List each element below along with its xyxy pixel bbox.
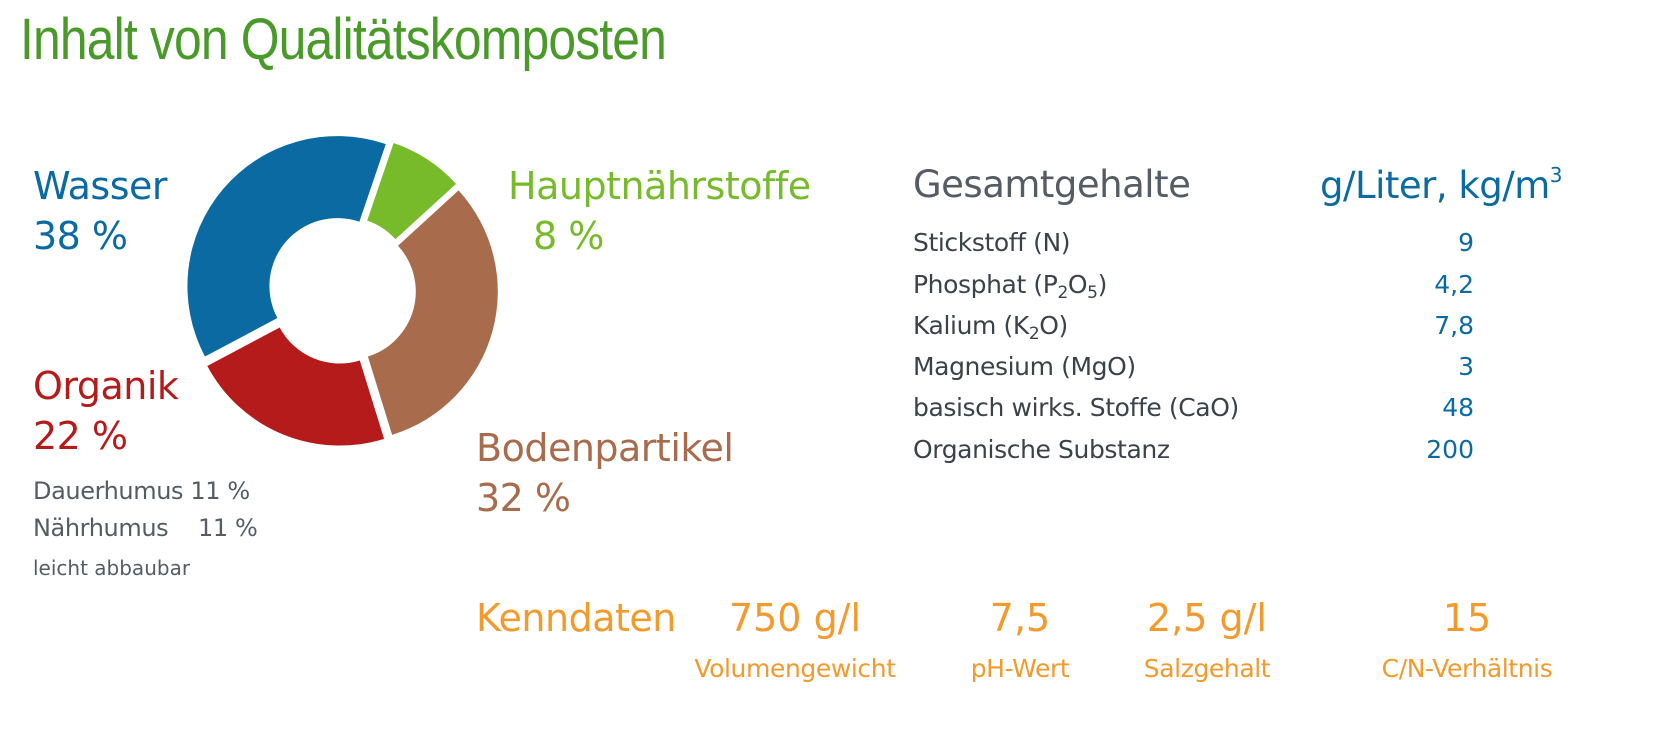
unit-sup: 3 bbox=[1549, 163, 1563, 187]
detail-value: 11 % bbox=[190, 477, 250, 505]
table-row-label: Kalium (K2O) bbox=[913, 311, 1068, 344]
slice-label-hauptnaehrstoffe: Hauptnährstoffe bbox=[508, 164, 811, 208]
kenndaten-value-volumengewicht: 750 g/l bbox=[728, 596, 862, 640]
label-sub: 5 bbox=[1087, 283, 1098, 303]
table-header: Gesamtgehalte bbox=[913, 163, 1191, 206]
kenndaten-label-cn: C/N-Verhältnis bbox=[1381, 654, 1553, 683]
kenndaten-value-ph: 7,5 bbox=[989, 596, 1051, 640]
label-part: O bbox=[1067, 270, 1088, 299]
table-row-label: Phosphat (P2O5) bbox=[913, 270, 1107, 303]
slice-label-wasser: Wasser bbox=[33, 164, 168, 208]
label-part: Phosphat (P bbox=[913, 270, 1058, 299]
organik-detail-naehrhumus: Nährhumus 11 % bbox=[33, 514, 258, 542]
table-row-label: Organische Substanz bbox=[913, 435, 1170, 464]
donut-slice-organik bbox=[207, 327, 385, 446]
detail-label: Dauerhumus bbox=[33, 477, 184, 505]
table-unit: g/Liter, kg/m3 bbox=[1320, 163, 1563, 207]
kenndaten-label: Kenndaten bbox=[476, 596, 676, 640]
slice-value-bodenpartikel: 32 % bbox=[476, 476, 571, 520]
organik-detail-dauerhumus: Dauerhumus 11 % bbox=[33, 477, 250, 505]
kenndaten-value-salzgehalt: 2,5 g/l bbox=[1147, 596, 1267, 640]
detail-value: 11 % bbox=[198, 514, 258, 542]
label-part: Kalium (K bbox=[913, 311, 1029, 340]
table-row-value: 7,8 bbox=[1434, 311, 1474, 340]
kenndaten-label-ph: pH-Wert bbox=[970, 654, 1070, 683]
label-sub: 2 bbox=[1028, 324, 1040, 344]
label-part: O) bbox=[1039, 311, 1068, 340]
donut-slice-bodenpartikel bbox=[367, 190, 498, 435]
kenndaten-label-volumengewicht: Volumengewicht bbox=[694, 654, 896, 683]
unit-prefix: g/Liter, kg/m bbox=[1320, 164, 1550, 207]
label-sub: 2 bbox=[1057, 283, 1068, 303]
slice-label-organik: Organik bbox=[33, 364, 179, 408]
table-row-label: Magnesium (MgO) bbox=[913, 352, 1136, 381]
page-title: Inhalt von Qualitätskomposten bbox=[20, 7, 667, 72]
detail-label: Nährhumus bbox=[33, 514, 169, 542]
slice-value-organik: 22 % bbox=[33, 414, 128, 458]
slice-label-bodenpartikel: Bodenpartikel bbox=[476, 426, 734, 470]
donut-slice-hauptnährstoffe bbox=[367, 142, 457, 240]
slice-value-hauptnaehrstoffe: 8 % bbox=[533, 214, 604, 258]
kenndaten-value-cn: 15 bbox=[1442, 596, 1492, 640]
label-part: ) bbox=[1097, 270, 1108, 299]
table-row-value: 4,2 bbox=[1434, 270, 1474, 299]
table-row-value: 9 bbox=[1458, 228, 1474, 257]
table-row-label: basisch wirks. Stoffe (CaO) bbox=[913, 393, 1239, 422]
kenndaten-label-salzgehalt: Salzgehalt bbox=[1143, 654, 1271, 683]
table-row-label: Stickstoff (N) bbox=[913, 228, 1071, 257]
slice-value-wasser: 38 % bbox=[33, 214, 128, 258]
table-row-value: 48 bbox=[1442, 393, 1474, 422]
organik-note: leicht abbaubar bbox=[33, 556, 191, 580]
table-row-value: 200 bbox=[1426, 435, 1474, 464]
table-row-value: 3 bbox=[1458, 352, 1474, 381]
donut-slice-wasser bbox=[187, 136, 386, 357]
